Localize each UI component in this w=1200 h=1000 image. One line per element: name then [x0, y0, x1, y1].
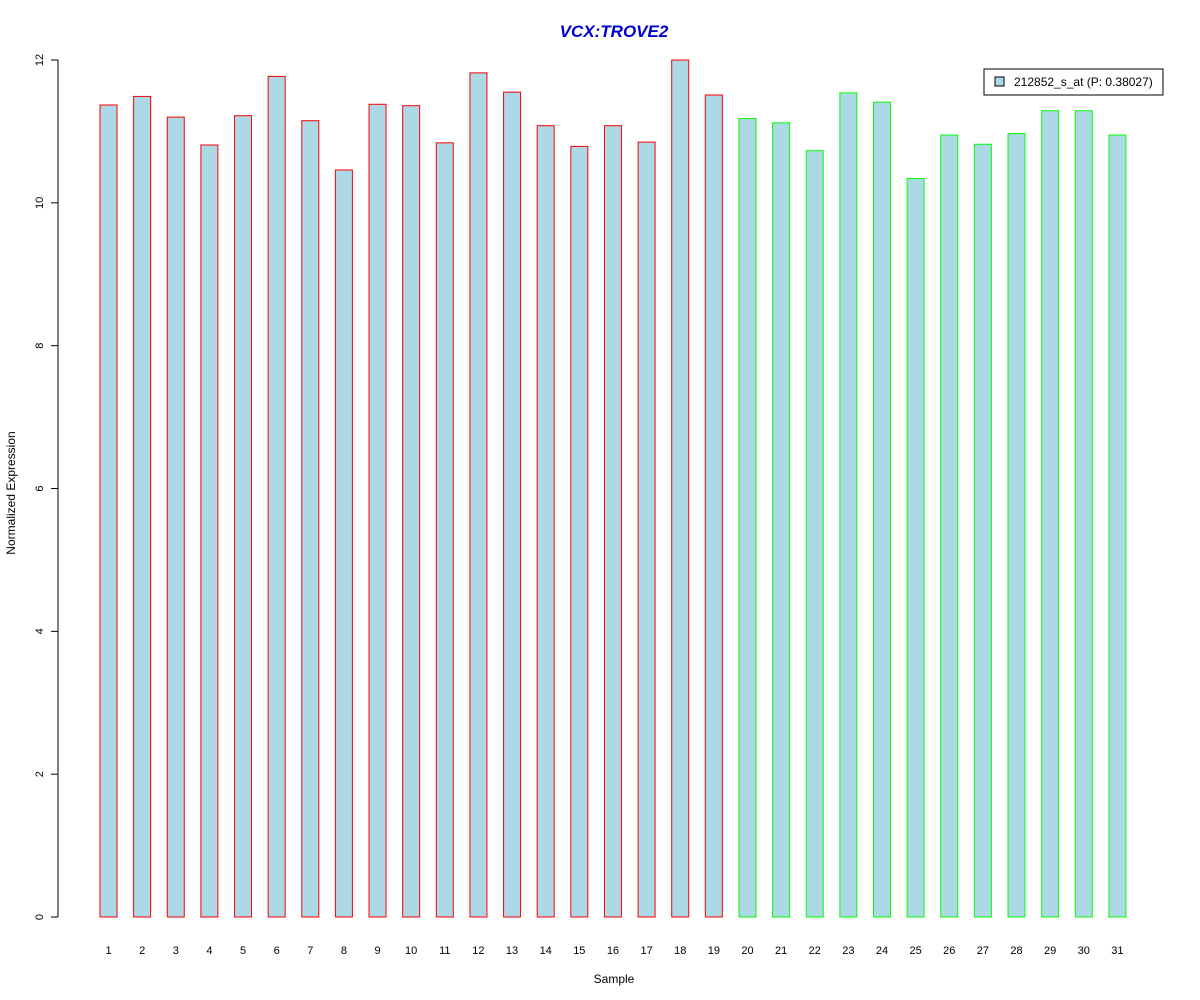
bar-sample-31: [1108, 134, 1127, 918]
x-tick-label: 7: [307, 945, 313, 957]
x-tick-label: 2: [139, 945, 145, 957]
x-tick-label: 11: [439, 945, 450, 957]
x-tick-label: 21: [775, 945, 787, 957]
y-axis: 0 2 4 6 8 10 12: [34, 54, 59, 920]
bar-sample-30: [1074, 110, 1093, 918]
x-tick-label: 27: [977, 945, 989, 957]
x-tick-label: 15: [573, 945, 585, 957]
bar-sample-1: [99, 104, 118, 918]
x-tick-label: 24: [876, 945, 888, 957]
bar-sample-16: [603, 125, 622, 918]
bar-sample-25: [906, 178, 925, 918]
bar-sample-7: [301, 120, 320, 918]
x-tick-label: 18: [674, 945, 686, 957]
bar-sample-27: [973, 143, 992, 918]
x-tick-label: 31: [1111, 945, 1123, 957]
bar-sample-29: [1041, 110, 1060, 918]
legend-box: [983, 68, 1164, 96]
x-tick-label: 5: [240, 945, 246, 957]
bar-sample-11: [435, 142, 454, 918]
y-tick-label: 2: [34, 771, 46, 777]
bar-sample-2: [133, 95, 152, 918]
x-tick-label: 13: [506, 945, 518, 957]
x-tick-label: 22: [809, 945, 821, 957]
bar-sample-22: [805, 150, 824, 918]
bar-sample-5: [234, 115, 253, 918]
legend-swatch: [994, 76, 1005, 87]
x-tick-label: 8: [341, 945, 347, 957]
x-tick-label: 23: [842, 945, 854, 957]
x-tick-label: 28: [1010, 945, 1022, 957]
x-tick-label: 1: [105, 945, 111, 957]
bar-sample-13: [503, 91, 522, 918]
bar-sample-24: [872, 101, 891, 918]
x-tick-label: 3: [173, 945, 179, 957]
x-tick-label: 10: [405, 945, 417, 957]
x-tick-label: 14: [540, 945, 552, 957]
y-tick-label: 8: [34, 343, 46, 349]
bar-sample-15: [570, 145, 589, 918]
bar-sample-28: [1007, 133, 1026, 918]
x-tick-label: 12: [472, 945, 484, 957]
bar-sample-26: [940, 134, 959, 918]
bar-sample-20: [738, 118, 757, 918]
x-tick-label: 17: [640, 945, 652, 957]
legend: 212852_s_at (P: 0.38027): [983, 68, 1164, 96]
x-tick-label: 16: [607, 945, 619, 957]
x-tick-label: 4: [206, 945, 212, 957]
bar-sample-19: [704, 94, 723, 918]
bar-sample-8: [334, 169, 353, 918]
x-tick-label: 9: [374, 945, 380, 957]
x-axis-label: Sample: [594, 972, 635, 986]
bar-sample-10: [402, 105, 421, 918]
bar-sample-21: [772, 122, 791, 918]
bar-sample-3: [166, 116, 185, 918]
x-tick-label: 29: [1044, 945, 1056, 957]
x-tick-label: 30: [1078, 945, 1090, 957]
x-axis-tick-labels: 1 2 3 4 5 6 7 8 9 10 11 12 13 14 15 16 17 18 19 20 21 22 23 24 2…: [105, 945, 1123, 957]
x-tick-label: 20: [741, 945, 753, 957]
x-tick-label: 19: [708, 945, 720, 957]
bar-sample-4: [200, 144, 219, 918]
x-tick-label: 6: [274, 945, 280, 957]
y-tick-label: 12: [34, 54, 46, 66]
bar-sample-23: [839, 92, 858, 918]
legend-label: 212852_s_at (P: 0.38027): [1014, 75, 1153, 89]
x-tick-label: 26: [943, 945, 955, 957]
bar-sample-12: [469, 72, 488, 918]
bars-group: [99, 59, 1127, 918]
bar-sample-14: [536, 125, 555, 918]
bar-sample-9: [368, 103, 387, 918]
y-tick-label: 4: [34, 628, 46, 634]
x-tick-label: 25: [909, 945, 921, 957]
bar-sample-17: [637, 141, 656, 918]
y-tick-label: 10: [34, 197, 46, 209]
chart-title: VCX:TROVE2: [560, 22, 669, 41]
y-axis-label: Normalized Expression: [4, 431, 18, 554]
bar-sample-6: [267, 75, 286, 918]
y-tick-label: 0: [34, 914, 46, 920]
y-tick-label: 6: [34, 485, 46, 491]
bar-sample-18: [671, 59, 690, 918]
